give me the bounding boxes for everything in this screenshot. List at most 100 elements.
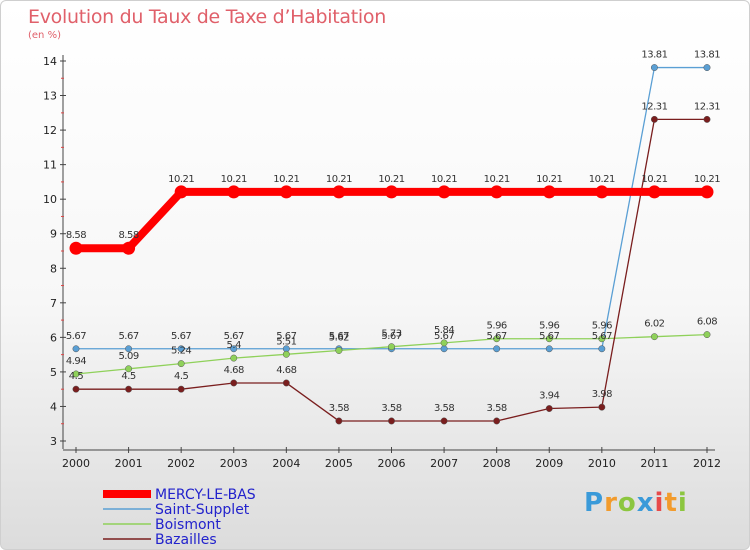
data-point bbox=[122, 241, 136, 255]
data-point bbox=[440, 345, 448, 353]
data-label: 3.58 bbox=[381, 403, 401, 414]
data-point bbox=[125, 345, 133, 353]
x-tick-label: 2012 bbox=[693, 457, 721, 470]
legend-label: Bazailles bbox=[155, 532, 217, 548]
data-point bbox=[647, 185, 661, 199]
data-point bbox=[650, 64, 658, 72]
x-tick-label: 2005 bbox=[325, 457, 353, 470]
series-group bbox=[69, 64, 714, 425]
x-tick-label: 2011 bbox=[640, 457, 668, 470]
data-point bbox=[72, 385, 80, 393]
axes: 3 4 5 6 7 8 9 10 11 12 13 14 2000 2001 2002 2003 2004 200… bbox=[43, 55, 721, 470]
data-label: 5.73 bbox=[381, 329, 401, 340]
data-point bbox=[125, 385, 133, 393]
data-point bbox=[703, 64, 711, 72]
data-label: 4.5 bbox=[174, 371, 189, 382]
data-label: 5.67 bbox=[539, 331, 559, 342]
legend: MERCY-LE-BASSaint-SuppletBoismontBazaill… bbox=[103, 487, 256, 548]
data-label: 10.21 bbox=[168, 174, 194, 185]
proxiti-logo: Proxiti bbox=[584, 488, 688, 518]
x-tick-label: 2004 bbox=[272, 457, 300, 470]
data-point bbox=[177, 385, 185, 393]
legend-label: MERCY-LE-BAS bbox=[155, 487, 256, 503]
chart-title: Evolution du Taux de Taxe d’Habitation bbox=[28, 6, 386, 28]
data-point bbox=[700, 185, 714, 199]
x-tick-label: 2009 bbox=[535, 457, 563, 470]
y-tick-label: 7 bbox=[50, 297, 57, 310]
data-label: 5.67 bbox=[381, 331, 401, 342]
data-label: 5.84 bbox=[434, 325, 454, 336]
data-label: 5.67 bbox=[592, 331, 612, 342]
chart-unit: (en %) bbox=[28, 30, 61, 41]
y-tick-label: 12 bbox=[43, 124, 57, 137]
data-label: 3.98 bbox=[592, 389, 612, 400]
data-point bbox=[545, 405, 553, 412]
data-label: 5.67 bbox=[487, 331, 507, 342]
data-label: 12.31 bbox=[694, 101, 720, 112]
data-label: 10.21 bbox=[694, 174, 720, 185]
data-point bbox=[598, 345, 606, 353]
data-label: 5.67 bbox=[66, 331, 86, 342]
data-point bbox=[493, 345, 501, 353]
data-point bbox=[493, 417, 501, 425]
data-point bbox=[230, 345, 238, 353]
data-point bbox=[440, 339, 448, 347]
data-point bbox=[282, 379, 290, 387]
data-labels: 5.67 5.67 5.67 5.67 5.67 5.67 5.67 5.67 5.67 5.67… bbox=[66, 50, 721, 414]
data-label: 3.58 bbox=[487, 403, 507, 414]
data-point bbox=[650, 333, 658, 341]
y-tick-label: 13 bbox=[43, 90, 57, 103]
y-tick-label: 11 bbox=[43, 159, 57, 172]
data-label: 4.5 bbox=[121, 371, 136, 382]
data-label: 3.58 bbox=[434, 403, 454, 414]
data-point bbox=[279, 185, 293, 199]
data-point bbox=[545, 335, 553, 343]
data-point bbox=[703, 331, 711, 339]
y-tick-label: 5 bbox=[50, 366, 57, 379]
data-label: 5.67 bbox=[224, 331, 244, 342]
data-point bbox=[385, 185, 398, 199]
x-tick-label: 2008 bbox=[483, 457, 511, 470]
data-label: 4.94 bbox=[66, 356, 86, 367]
data-label: 6.08 bbox=[697, 317, 717, 328]
data-point bbox=[332, 185, 346, 199]
data-label: 3.94 bbox=[539, 391, 559, 402]
data-point bbox=[174, 185, 188, 199]
data-label: 5.67 bbox=[276, 331, 296, 342]
data-point bbox=[595, 185, 609, 199]
data-label: 5.67 bbox=[118, 331, 138, 342]
data-label: 10.21 bbox=[431, 174, 457, 185]
data-point bbox=[650, 115, 658, 123]
data-point bbox=[388, 417, 395, 425]
data-label: 5.62 bbox=[329, 332, 349, 343]
data-label: 5.67 bbox=[171, 331, 191, 342]
x-tick-label: 2006 bbox=[378, 457, 406, 470]
data-label: 10.21 bbox=[536, 174, 562, 185]
data-point bbox=[545, 345, 553, 353]
y-tick-label: 10 bbox=[43, 193, 57, 206]
x-tick-label: 2003 bbox=[220, 457, 248, 470]
data-point bbox=[230, 354, 238, 362]
data-label: 6.02 bbox=[644, 319, 664, 330]
data-label: 4.68 bbox=[276, 365, 296, 376]
data-label: 5.96 bbox=[539, 321, 559, 332]
legend-label: Saint-Supplet bbox=[155, 502, 250, 518]
data-label: 8.58 bbox=[66, 230, 86, 241]
y-tick-label: 4 bbox=[50, 400, 57, 413]
data-point bbox=[437, 185, 451, 199]
data-label: 12.31 bbox=[641, 101, 667, 112]
data-label: 3.58 bbox=[329, 403, 349, 414]
data-label: 4.68 bbox=[224, 365, 244, 376]
y-tick-label: 6 bbox=[50, 331, 57, 344]
data-label: 5.09 bbox=[118, 351, 138, 362]
data-point bbox=[177, 345, 185, 353]
data-label: 10.21 bbox=[326, 174, 352, 185]
data-label: 10.21 bbox=[378, 174, 404, 185]
x-tick-label: 2001 bbox=[115, 457, 143, 470]
data-label: 10.21 bbox=[484, 174, 510, 185]
y-tick-label: 9 bbox=[50, 228, 57, 241]
data-point bbox=[703, 115, 711, 123]
data-point bbox=[542, 185, 556, 199]
